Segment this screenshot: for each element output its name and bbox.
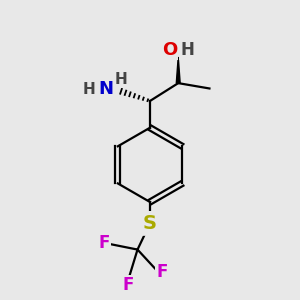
Text: S: S bbox=[143, 214, 157, 233]
Polygon shape bbox=[176, 57, 180, 83]
Text: H: H bbox=[180, 41, 194, 59]
Text: H: H bbox=[115, 72, 128, 87]
Text: N: N bbox=[99, 80, 114, 98]
Text: F: F bbox=[156, 263, 168, 281]
Text: H: H bbox=[83, 82, 95, 97]
Text: O: O bbox=[162, 41, 178, 59]
Text: F: F bbox=[98, 234, 110, 252]
Text: F: F bbox=[122, 276, 134, 294]
